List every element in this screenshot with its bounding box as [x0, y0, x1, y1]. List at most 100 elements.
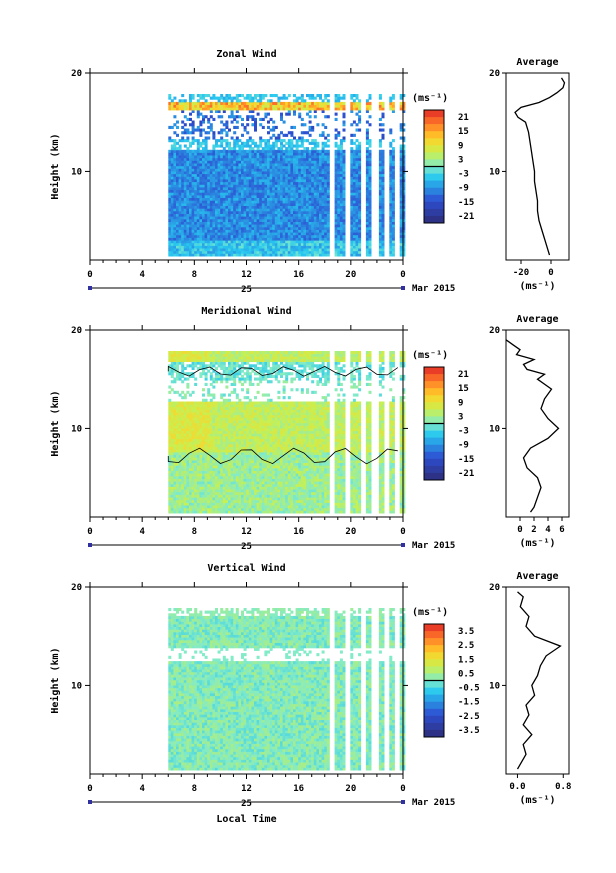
heatmap-cell [298, 104, 302, 108]
heatmap-cell [202, 224, 205, 228]
heatmap-cell [256, 176, 260, 180]
heatmap-cell [269, 197, 273, 201]
heatmap-cell [264, 152, 268, 156]
heatmap-cell [280, 218, 283, 222]
heatmap-cell [212, 96, 216, 100]
heatmap-cell [196, 248, 200, 252]
heatmap-cell [189, 358, 192, 362]
heatmap-cell [350, 248, 354, 252]
heatmap-cell [378, 139, 382, 143]
heatmap-cell [191, 192, 195, 196]
heatmap-cell [264, 187, 268, 191]
heatmap-cell [181, 497, 185, 501]
heatmap-cell [326, 99, 330, 103]
heatmap-cell [277, 147, 281, 151]
heatmap-cell [207, 160, 211, 164]
heatmap-cell [220, 171, 224, 175]
heatmap-cell [228, 232, 231, 236]
heatmap-cell [207, 163, 211, 167]
heatmap-cell [194, 412, 198, 416]
heatmap-cell [178, 101, 182, 105]
heatmap-cell [222, 109, 226, 113]
heatmap-cell [196, 436, 200, 440]
heatmap-cell [316, 184, 320, 188]
heatmap-cell [181, 234, 185, 238]
heatmap-cell [337, 163, 341, 167]
heatmap-cell [189, 205, 192, 209]
heatmap-cell [256, 144, 260, 148]
heatmap-cell [233, 147, 237, 151]
heatmap-cell [204, 171, 208, 175]
heatmap-cell [235, 104, 239, 108]
heatmap-cell [209, 245, 213, 249]
heatmap-cell [282, 202, 286, 206]
heatmap-cell [170, 202, 174, 206]
heatmap-cell [246, 160, 250, 164]
heatmap-cell [243, 160, 247, 164]
heatmap-cell [311, 104, 315, 108]
heatmap-cell [334, 253, 338, 257]
heatmap-cell [212, 428, 216, 432]
heatmap-cell [168, 465, 172, 469]
heatmap-cell [176, 361, 179, 365]
heatmap-cell [222, 218, 226, 222]
heatmap-cell [212, 224, 216, 228]
heatmap-cell [277, 173, 281, 177]
heatmap-cell [256, 240, 260, 244]
heatmap-cell [170, 475, 174, 479]
heatmap-cell [256, 226, 260, 230]
heatmap-cell [243, 155, 247, 159]
heatmap-cell [173, 502, 177, 506]
heatmap-cell [308, 221, 312, 225]
heatmap-cell [358, 160, 362, 164]
heatmap-cell [248, 226, 252, 230]
heatmap-cell [194, 226, 198, 230]
heatmap-cell [251, 96, 255, 100]
heatmap-cell [378, 208, 382, 212]
heatmap-cell [243, 96, 247, 100]
heatmap-cell [337, 232, 341, 236]
heatmap-cell [209, 173, 213, 177]
heatmap-cell [339, 189, 343, 193]
heatmap-cell [181, 240, 185, 244]
heatmap-cell [352, 224, 356, 228]
heatmap-cell [342, 149, 346, 153]
heatmap-cell [191, 409, 195, 413]
heatmap-cell [285, 248, 289, 252]
heatmap-cell [298, 216, 302, 220]
heatmap-cell [202, 139, 205, 143]
heatmap-cell [207, 494, 211, 498]
heatmap-cell [293, 202, 296, 206]
heatmap-cell [368, 224, 372, 228]
heatmap-cell [199, 409, 203, 413]
heatmap-cell [319, 168, 322, 172]
heatmap-cell [170, 205, 174, 209]
heatmap-cell [342, 192, 346, 196]
heatmap-cell [170, 388, 174, 392]
heatmap-cell [251, 242, 255, 246]
heatmap-cell [202, 107, 205, 111]
heatmap-cell [272, 237, 276, 241]
heatmap-cell [225, 194, 229, 198]
heatmap-cell [199, 205, 203, 209]
heatmap-cell [282, 104, 286, 108]
heatmap-cell [186, 208, 190, 212]
heatmap-cell [256, 189, 260, 193]
heatmap-cell [261, 163, 265, 167]
heatmap-cell [285, 234, 289, 238]
heatmap-cell [391, 218, 395, 222]
heatmap-cell [256, 216, 260, 220]
heatmap-cell [170, 414, 174, 418]
heatmap-cell [189, 144, 192, 148]
heatmap-cell [391, 200, 395, 204]
heatmap-cell [298, 197, 302, 201]
heatmap-cell [173, 475, 177, 479]
heatmap-cell [311, 240, 315, 244]
heatmap-cell [342, 123, 346, 127]
heatmap-cell [233, 144, 237, 148]
heatmap-cell [300, 157, 304, 161]
heatmap-cell [254, 189, 257, 193]
heatmap-cell [378, 200, 382, 204]
heatmap-cell [287, 242, 291, 246]
heatmap-cell [168, 202, 172, 206]
